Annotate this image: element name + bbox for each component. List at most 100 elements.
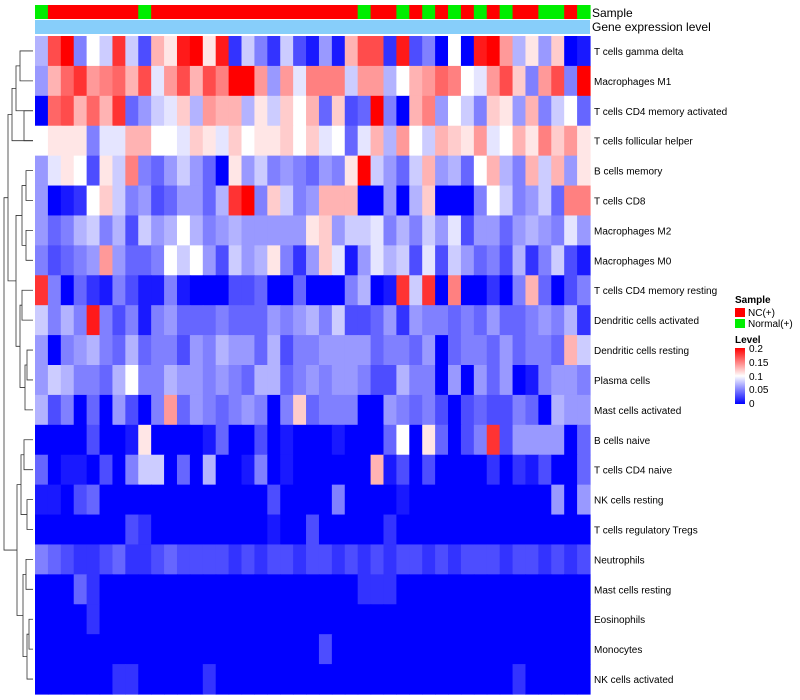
heatmap-cell xyxy=(551,245,565,276)
heatmap-cell xyxy=(151,365,165,396)
heatmap-cell xyxy=(202,245,217,276)
sample-cell xyxy=(370,5,385,19)
heatmap-cell xyxy=(357,394,372,426)
heatmap-cell xyxy=(202,424,217,456)
heatmap-cell xyxy=(448,574,462,605)
heatmap-cell xyxy=(215,544,230,575)
heatmap-cell xyxy=(99,275,114,306)
heatmap-cell xyxy=(422,544,436,575)
heatmap-cell xyxy=(164,664,178,695)
heatmap-cell xyxy=(499,664,514,695)
heatmap-cell xyxy=(293,95,307,127)
heatmap-cell xyxy=(164,335,178,366)
heatmap-cell xyxy=(176,305,191,336)
heatmap-cell xyxy=(357,484,372,516)
heatmap-cell xyxy=(396,365,410,396)
heatmap-cell xyxy=(551,95,565,127)
heatmap-cell xyxy=(267,275,281,306)
heatmap-cell xyxy=(125,305,139,336)
heatmap-cell xyxy=(577,335,591,366)
heatmap-cell xyxy=(60,394,75,426)
heatmap-cell xyxy=(564,664,578,695)
heatmap-cell xyxy=(164,275,178,306)
sample-cell xyxy=(344,5,359,19)
heatmap-cell xyxy=(267,245,281,276)
heatmap-cell xyxy=(99,514,114,546)
heatmap-cell xyxy=(525,335,539,366)
sample-cell xyxy=(318,5,333,19)
expression-annotation-track xyxy=(35,20,590,34)
heatmap-cell xyxy=(293,544,307,575)
heatmap-cell xyxy=(138,365,152,396)
row-label: NK cells activated xyxy=(594,675,673,686)
expression-track-label: Gene expression level xyxy=(592,20,711,34)
heatmap-cell xyxy=(538,544,552,575)
row-label: T cells CD8 xyxy=(594,197,646,208)
heatmap-cell xyxy=(422,634,436,665)
heatmap-cell xyxy=(241,155,256,187)
heatmap-cell xyxy=(551,305,565,336)
heatmap-cell xyxy=(370,155,385,187)
heatmap-cell xyxy=(254,36,268,67)
heatmap-cell xyxy=(151,185,165,217)
heatmap-cell xyxy=(86,664,101,695)
heatmap-cell xyxy=(293,36,307,67)
heatmap-cell xyxy=(228,36,243,67)
heatmap-cell xyxy=(176,394,191,426)
heatmap-cell xyxy=(306,604,320,635)
heatmap-cell xyxy=(370,305,385,336)
heatmap-cell xyxy=(512,125,527,157)
heatmap-cell xyxy=(254,275,268,306)
heatmap-cell xyxy=(344,454,359,486)
heatmap-cell xyxy=(138,36,152,67)
heatmap-cell xyxy=(112,634,126,665)
heatmap-cell xyxy=(564,574,578,605)
heatmap-cell xyxy=(254,484,268,516)
heatmap-cell xyxy=(241,125,256,157)
heatmap-cell xyxy=(512,544,527,575)
heatmap-cell xyxy=(499,484,514,516)
heatmap-cell xyxy=(47,125,62,157)
heatmap-cell xyxy=(254,245,268,276)
heatmap-cell xyxy=(60,604,75,635)
heatmap-cell xyxy=(460,365,475,396)
heatmap-cell xyxy=(215,664,230,695)
heatmap-cell xyxy=(370,604,385,635)
heatmap-cell xyxy=(189,574,204,605)
heatmap-cell xyxy=(370,365,385,396)
heatmap-cell xyxy=(164,125,178,157)
heatmap-cell xyxy=(280,335,294,366)
heatmap-cell xyxy=(409,664,423,695)
heatmap-cell xyxy=(86,125,101,157)
heatmap-cell xyxy=(344,185,359,217)
dendrogram-branch xyxy=(15,215,22,347)
heatmap-cell xyxy=(409,454,423,486)
heatmap-cell xyxy=(435,634,449,665)
heatmap-cell xyxy=(60,424,75,456)
legend-swatch-normal xyxy=(735,319,745,328)
heatmap-cell xyxy=(138,95,152,127)
heatmap-cell xyxy=(86,365,101,396)
heatmap-cell xyxy=(538,664,552,695)
heatmap-cell xyxy=(202,394,217,426)
heatmap-cell xyxy=(99,574,114,605)
heatmap-cell xyxy=(551,634,565,665)
heatmap-cell xyxy=(486,604,501,635)
heatmap-cell xyxy=(306,424,320,456)
heatmap-cell xyxy=(35,275,49,306)
sample-cell xyxy=(551,5,565,19)
heatmap-cell xyxy=(241,424,256,456)
heatmap-cell xyxy=(138,65,152,97)
heatmap-cell xyxy=(383,245,397,276)
heatmap-cell xyxy=(512,305,527,336)
heatmap-cell xyxy=(73,95,88,127)
heatmap-cell xyxy=(215,95,230,127)
heatmap-cell xyxy=(293,125,307,157)
heatmap-cell xyxy=(383,544,397,575)
heatmap-cell xyxy=(344,664,359,695)
heatmap-cell xyxy=(189,125,204,157)
legend-level-title: Level xyxy=(735,335,761,346)
heatmap-cell xyxy=(60,215,75,246)
heatmap-cell xyxy=(267,65,281,97)
heatmap-cell xyxy=(86,484,101,516)
